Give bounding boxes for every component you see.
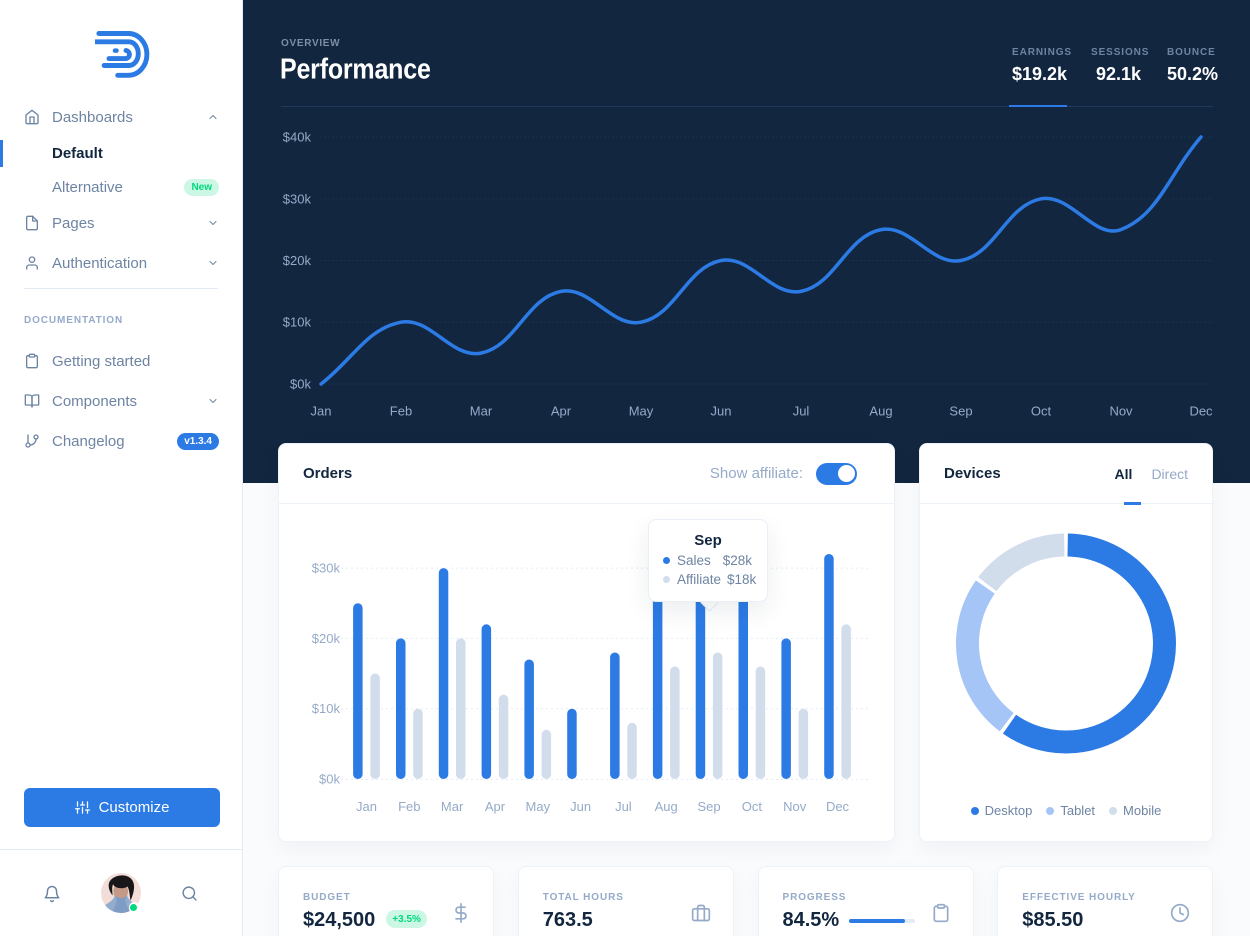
svg-text:May: May xyxy=(526,799,551,814)
svg-text:Jul: Jul xyxy=(793,404,810,419)
svg-text:Aug: Aug xyxy=(655,799,678,814)
svg-text:Mar: Mar xyxy=(470,404,493,419)
svg-text:Jan: Jan xyxy=(311,404,332,419)
svg-text:Jul: Jul xyxy=(615,799,632,814)
svg-text:$20k: $20k xyxy=(283,253,312,268)
svg-text:Oct: Oct xyxy=(742,799,763,814)
svg-text:$30k: $30k xyxy=(312,561,341,576)
svg-text:Mar: Mar xyxy=(441,799,464,814)
svg-text:$0k: $0k xyxy=(290,377,311,392)
svg-text:$30k: $30k xyxy=(283,191,312,206)
svg-text:Dec: Dec xyxy=(826,799,850,814)
svg-text:$20k: $20k xyxy=(312,631,341,646)
svg-text:Jan: Jan xyxy=(356,799,377,814)
svg-text:Dec: Dec xyxy=(1189,404,1213,419)
svg-text:Apr: Apr xyxy=(551,404,572,419)
svg-text:Oct: Oct xyxy=(1031,404,1052,419)
svg-text:Jun: Jun xyxy=(570,799,591,814)
svg-text:Feb: Feb xyxy=(390,404,412,419)
svg-text:Nov: Nov xyxy=(1109,404,1133,419)
svg-text:Apr: Apr xyxy=(485,799,506,814)
svg-text:Jun: Jun xyxy=(711,404,732,419)
svg-text:Aug: Aug xyxy=(869,404,892,419)
svg-text:Sep: Sep xyxy=(949,404,972,419)
svg-text:$40k: $40k xyxy=(283,130,312,145)
svg-text:$10k: $10k xyxy=(312,701,341,716)
svg-text:Nov: Nov xyxy=(783,799,807,814)
svg-text:Sep: Sep xyxy=(698,799,721,814)
svg-text:$10k: $10k xyxy=(283,315,312,330)
svg-text:May: May xyxy=(629,404,654,419)
svg-text:$0k: $0k xyxy=(319,772,340,787)
svg-text:Feb: Feb xyxy=(398,799,420,814)
